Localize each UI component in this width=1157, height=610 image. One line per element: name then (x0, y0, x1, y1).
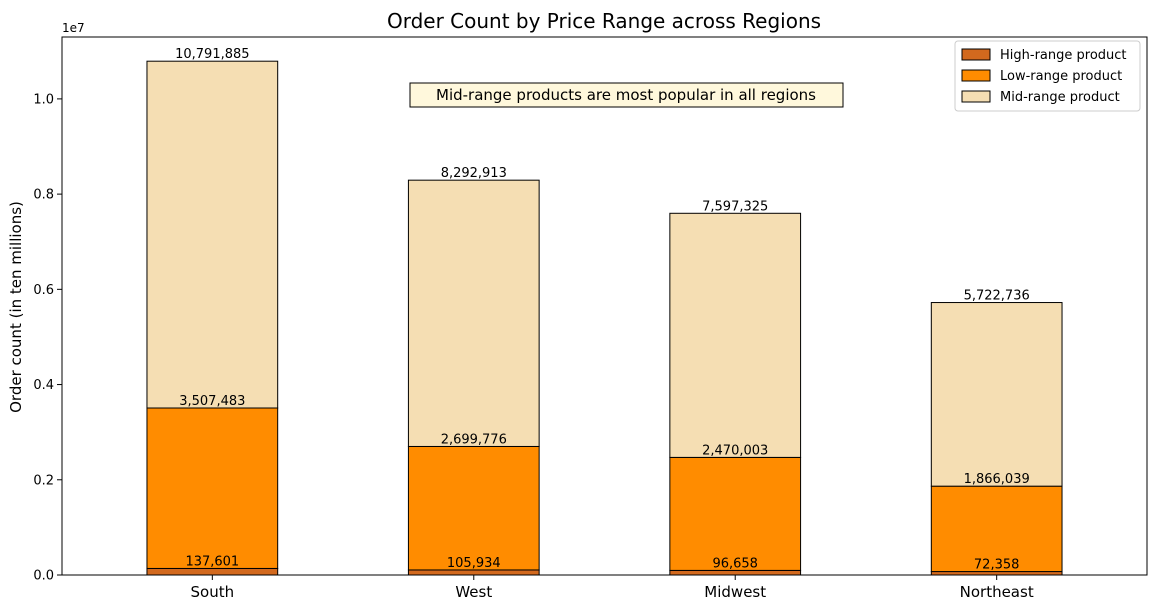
chart-title: Order Count by Price Range across Region… (387, 9, 821, 33)
bar-midwest-series-1 (669, 456, 802, 571)
y-tick-label: 0.0 (33, 569, 54, 584)
legend-swatch (961, 90, 991, 103)
legend-swatch (961, 48, 991, 61)
data-label: 5,722,736 (964, 289, 1030, 304)
bars (146, 60, 1063, 576)
data-label: 2,470,003 (702, 443, 768, 458)
y-axis-offset-label: 1e7 (62, 21, 85, 35)
y-tick-label: 0.6 (33, 283, 54, 298)
bar-west-series-2 (407, 179, 540, 447)
bar-west-series-1 (407, 445, 540, 571)
bar-south-series-2 (146, 60, 279, 409)
data-label: 7,597,325 (702, 199, 768, 214)
data-label: 8,292,913 (441, 166, 507, 181)
legend-entry-label: Mid-range product (1000, 90, 1120, 105)
y-axis-ticks: 0.0 0.2 0.4 0.6 0.8 1.0 (33, 92, 62, 584)
data-label: 10,791,885 (175, 47, 249, 62)
annotation: Mid-range products are most popular in a… (409, 82, 844, 108)
x-axis-ticks: South West Midwest Northeast (191, 575, 1034, 601)
data-label: 105,934 (447, 556, 501, 571)
bar-northeast-series-2 (930, 302, 1063, 487)
y-tick-label: 0.4 (33, 378, 54, 393)
y-axis-label: Order count (in ten millions) (7, 201, 25, 413)
y-tick-label: 1.0 (33, 92, 54, 107)
x-tick-label: Northeast (960, 583, 1034, 601)
y-tick-label: 0.2 (33, 473, 54, 488)
legend: High-range product Low-range product Mid-r… (954, 40, 1141, 112)
bar-midwest-series-2 (669, 212, 802, 458)
data-label: 72,358 (974, 558, 1020, 573)
bar-labels: 137,601 3,507,483 10,791,885 105,934 2,699,7… (175, 47, 1030, 572)
legend-entry-label: High-range product (1000, 48, 1127, 63)
annotation-box (409, 82, 844, 108)
data-label: 1,866,039 (964, 472, 1030, 487)
x-tick-label: West (455, 583, 492, 601)
annotation-text: Mid-range products are most popular in a… (436, 86, 816, 104)
legend-swatch (961, 69, 991, 82)
y-tick-label: 0.8 (33, 188, 54, 203)
bar-northeast-series-1 (930, 485, 1063, 573)
data-label: 137,601 (185, 554, 239, 569)
bar-south-series-1 (146, 407, 279, 569)
data-label: 96,658 (712, 556, 758, 571)
legend-entry-label: Low-range product (1000, 69, 1122, 84)
plot-area-frame (61, 36, 1148, 576)
x-tick-label: South (191, 583, 235, 601)
x-tick-label: Midwest (704, 583, 766, 601)
data-label: 3,507,483 (179, 394, 245, 409)
data-label: 2,699,776 (441, 432, 507, 447)
legend-frame (954, 40, 1141, 112)
